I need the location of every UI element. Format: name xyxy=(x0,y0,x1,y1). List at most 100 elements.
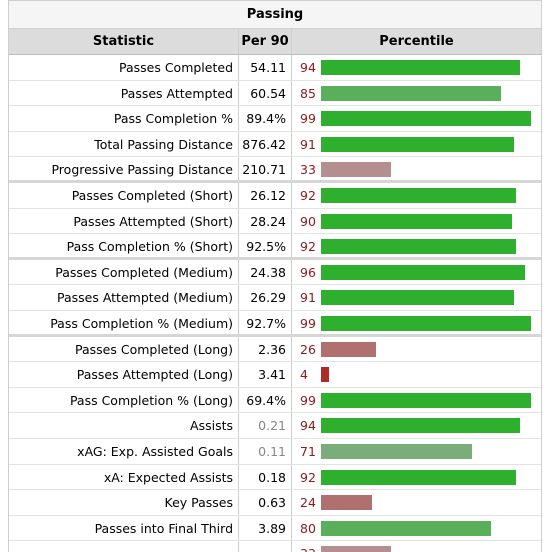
stat-name: Progressive Passing Distance xyxy=(51,162,233,178)
table-row: Passes Completed (Short) 26.12 92 xyxy=(9,182,541,209)
table-row: Passes Attempted 60.54 85 xyxy=(9,80,541,107)
stat-name: Passes Completed xyxy=(118,60,233,75)
per90-value: 54.11 xyxy=(238,55,291,80)
percentile-cell: 85 xyxy=(291,80,541,106)
percentile-value: 91 xyxy=(300,136,316,152)
stat-name: Total Passing Distance xyxy=(94,136,233,152)
percentile-bar xyxy=(321,367,329,383)
table-row: Pass Completion % (Short) 92.5% 92 xyxy=(9,234,541,260)
header-percentile[interactable]: Percentile xyxy=(291,29,541,54)
stat-name: Passes Attempted (Short) xyxy=(73,213,233,229)
table-row: Passes Attempted (Short) 28.24 90 xyxy=(9,208,541,235)
percentile-bar xyxy=(321,60,520,75)
percentile-value: 92 xyxy=(300,239,316,255)
percentile-value: 94 xyxy=(300,418,316,434)
percentile-cell: 99 xyxy=(291,106,541,131)
stat-name: Passes Attempted xyxy=(120,85,233,101)
stat-name: Passes Attempted (Long) xyxy=(76,367,233,383)
percentile-cell: 80 xyxy=(291,515,541,541)
percentile-value: 33 xyxy=(300,541,320,552)
percentile-cell: 91 xyxy=(291,285,541,310)
percentile-cell: 94 xyxy=(291,413,541,438)
percentile-bar xyxy=(321,264,525,280)
per90-value: 3.89 xyxy=(238,515,291,541)
percentile-cell: 99 xyxy=(291,310,541,334)
percentile-value: 94 xyxy=(300,60,316,75)
percentile-cell: 99 xyxy=(291,387,541,413)
percentile-bar xyxy=(321,341,376,357)
percentile-bar xyxy=(321,136,514,152)
percentile-bar xyxy=(321,418,520,434)
stat-name: xAG: Exp. Assisted Goals xyxy=(77,443,233,459)
stat-name: Passes Completed (Medium) xyxy=(55,264,233,280)
table-row: Passes into Final Third 3.89 80 xyxy=(9,515,541,542)
passing-table: Passing Statistic Per 90 Percentile Pass… xyxy=(8,0,542,552)
table-row: Progressive Passing Distance 210.71 33 xyxy=(9,157,541,183)
per90-value: 89.4% xyxy=(238,106,291,131)
stat-name: Key Passes xyxy=(164,495,234,511)
percentile-bar xyxy=(321,443,472,459)
percentile-value: 26 xyxy=(300,341,316,357)
table-row: xA: Expected Assists 0.18 92 xyxy=(9,464,541,491)
header-per90[interactable]: Per 90 xyxy=(238,29,291,54)
percentile-bar xyxy=(321,315,531,331)
percentile-cell: 26 xyxy=(291,336,541,362)
stat-name: Pass Completion % xyxy=(113,111,233,127)
percentile-bar xyxy=(321,111,531,127)
percentile-value: 92 xyxy=(300,469,316,485)
percentile-cell: 24 xyxy=(291,490,541,515)
percentile-bar xyxy=(321,85,501,101)
percentile-value: 99 xyxy=(300,315,316,331)
percentile-bar xyxy=(321,162,391,178)
per90-value: 876.42 xyxy=(238,131,291,157)
percentile-bar xyxy=(321,213,512,229)
stat-name: Assists xyxy=(190,418,233,434)
percentile-value: 71 xyxy=(300,443,316,459)
stat-name xyxy=(9,541,238,552)
per90-value: 92.5% xyxy=(238,234,291,257)
percentile-cell: 92 xyxy=(291,182,541,208)
stat-name: Passes Completed (Short) xyxy=(71,187,233,203)
per90-value: 0.21 xyxy=(238,413,291,438)
percentile-cell: 94 xyxy=(291,55,541,80)
percentile-cell: 33 xyxy=(291,157,541,180)
table-row: xAG: Exp. Assisted Goals 0.11 71 xyxy=(9,438,541,465)
percentile-cell: 90 xyxy=(291,208,541,234)
table-row: 33 xyxy=(9,541,541,552)
per90-value: 0.18 xyxy=(238,464,291,490)
stat-name: Passes Completed (Long) xyxy=(75,341,233,357)
percentile-bar xyxy=(321,187,516,203)
percentile-value: 96 xyxy=(300,264,316,280)
per90-value: 0.63 xyxy=(238,490,291,515)
percentile-value: 80 xyxy=(300,520,316,536)
per90-value: 2.36 xyxy=(238,336,291,362)
percentile-value: 85 xyxy=(300,85,316,101)
percentile-bar xyxy=(321,495,372,511)
table-row: Passes Completed (Medium) 24.38 96 xyxy=(9,259,541,286)
percentile-cell: 91 xyxy=(291,131,541,157)
header-statistic[interactable]: Statistic xyxy=(92,34,155,49)
percentile-cell: 4 xyxy=(291,362,541,387)
table-row: Pass Completion % (Medium) 92.7% 99 xyxy=(9,310,541,337)
per90-value: 0.11 xyxy=(238,438,291,464)
percentile-bar xyxy=(321,520,491,536)
percentile-value: 24 xyxy=(300,495,316,511)
percentile-bar xyxy=(321,290,514,306)
percentile-cell: 96 xyxy=(291,259,541,285)
percentile-bar xyxy=(321,546,391,552)
per90-value: 3.41 xyxy=(238,362,291,387)
table-caption: Passing xyxy=(9,0,541,29)
table-header-row: Statistic Per 90 Percentile xyxy=(9,29,541,55)
per90-value: 92.7% xyxy=(238,310,291,334)
per90-value: 210.71 xyxy=(238,157,291,180)
percentile-value: 90 xyxy=(300,213,316,229)
percentile-value: 99 xyxy=(300,392,316,408)
percentile-cell: 71 xyxy=(291,438,541,464)
percentile-value: 33 xyxy=(300,162,316,178)
stat-name: Passes into Final Third xyxy=(94,520,233,536)
stat-name: Pass Completion % (Long) xyxy=(69,392,233,408)
per90-value: 24.38 xyxy=(238,259,291,285)
per90-value: 60.54 xyxy=(238,80,291,106)
per90-value: 28.24 xyxy=(238,208,291,234)
